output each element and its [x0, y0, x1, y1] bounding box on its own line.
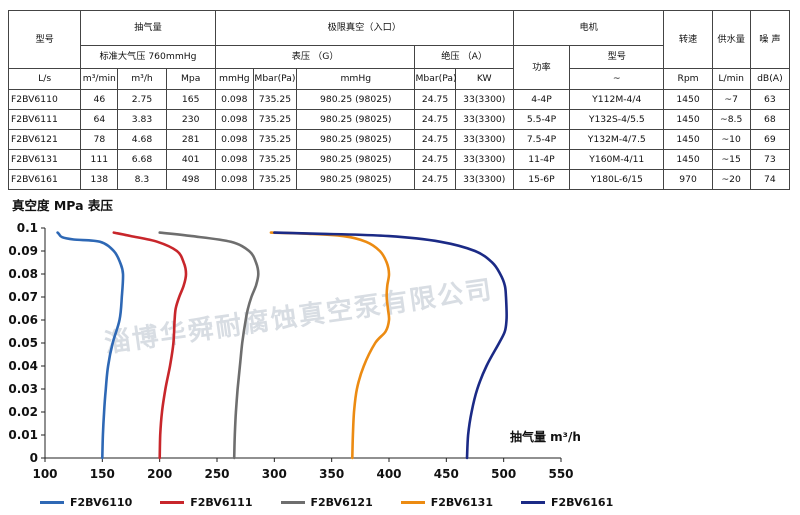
- chart-ylabel: 真空度 MPa 表压: [12, 198, 113, 213]
- y-tick-label: 0: [30, 451, 38, 465]
- y-tick-label: 0.06: [8, 313, 38, 327]
- legend-item: F2BV6131: [400, 495, 493, 509]
- table-row: F2BV6111 64 3.83 230 0.098 735.25 980.25…: [7, 109, 791, 130]
- table-cell: Y180L-6/15: [569, 169, 665, 190]
- y-tick-label: 0.08: [8, 267, 38, 281]
- y-tick-label: 0.04: [8, 359, 38, 373]
- table-row: F2BV6131 111 6.68 401 0.098 735.25 980.2…: [7, 149, 791, 170]
- y-tick-label: 0.1: [17, 221, 38, 235]
- legend-swatch: [40, 500, 64, 504]
- series-line-f2bv6110: [56, 231, 125, 460]
- x-tick-label: 400: [376, 467, 401, 481]
- x-tick-label: 300: [262, 467, 287, 481]
- y-tick-label: 0.05: [8, 336, 38, 350]
- legend-label: F2BV6131: [430, 495, 493, 509]
- table-cell: 74: [749, 169, 791, 190]
- legend-label: F2BV6110: [70, 495, 133, 509]
- water-header: 供水量: [711, 10, 751, 69]
- spec-table: 型号 抽气量 极限真空（入口） 电机 转速 供水量 噪 声 标准大气压 760m…: [7, 10, 791, 190]
- table-cell: 498: [165, 169, 216, 190]
- y-tick-label: 0.09: [8, 244, 38, 258]
- legend-label: F2BV6161: [551, 495, 614, 509]
- x-tick-label: 500: [491, 467, 516, 481]
- x-tick-label: 250: [204, 467, 229, 481]
- table-cell: F2BV6161: [7, 169, 82, 190]
- table-cell: 980.25 (98025): [296, 169, 416, 190]
- y-tick-label: 0.03: [8, 382, 38, 396]
- legend-swatch: [400, 500, 425, 504]
- legend-label: F2BV6121: [310, 495, 373, 509]
- series-line-f2bv6121: [158, 231, 260, 460]
- x-tick-label: 100: [32, 467, 57, 481]
- speed-header: 转速: [663, 10, 713, 69]
- x-tick-label: 150: [90, 467, 115, 481]
- x-tick-label: 550: [548, 467, 573, 481]
- legend-swatch: [521, 500, 545, 504]
- legend-item: F2BV6121: [280, 495, 373, 509]
- series-line-f2bv6161: [273, 231, 508, 460]
- watermark: 淄博华舜耐腐蚀真空泵有限公司: [103, 274, 496, 359]
- legend-item: F2BV6111: [160, 495, 253, 509]
- series-line-f2bv6131: [269, 231, 391, 460]
- model-header: 型号: [7, 10, 82, 69]
- chart-legend: F2BV6110 F2BV6111 F2BV6121 F2BV6131 F2BV6161: [40, 492, 641, 512]
- legend-item: F2BV6110: [40, 496, 132, 509]
- x-tick-label: 200: [147, 467, 172, 481]
- table-cell: 0.098: [214, 169, 254, 190]
- table-cell: 33(3300): [454, 169, 514, 190]
- series-line-f2bv6111: [112, 231, 188, 460]
- table-row: F2BV6110 46 2.75 165 0.098 735.25 980.25…: [7, 89, 791, 110]
- y-tick-label: 0.02: [8, 405, 38, 419]
- abs-label: 绝压 （A）: [414, 45, 514, 69]
- legend-swatch: [160, 500, 185, 504]
- table-cell: Y112M-4/4: [569, 89, 665, 110]
- x-tick-label: 350: [319, 467, 344, 481]
- chart-xlabel: 抽气量 m³/h: [510, 429, 581, 444]
- x-tick-label: 450: [434, 467, 459, 481]
- y-tick-label: 0.07: [8, 290, 38, 304]
- table-row: F2BV6161 138 8.3 498 0.098 735.25 980.25…: [7, 169, 791, 190]
- legend-item: F2BV6161: [521, 496, 613, 509]
- legend-label: F2BV6111: [190, 495, 253, 509]
- legend-swatch: [280, 500, 305, 504]
- y-tick-label: 0.01: [8, 428, 38, 442]
